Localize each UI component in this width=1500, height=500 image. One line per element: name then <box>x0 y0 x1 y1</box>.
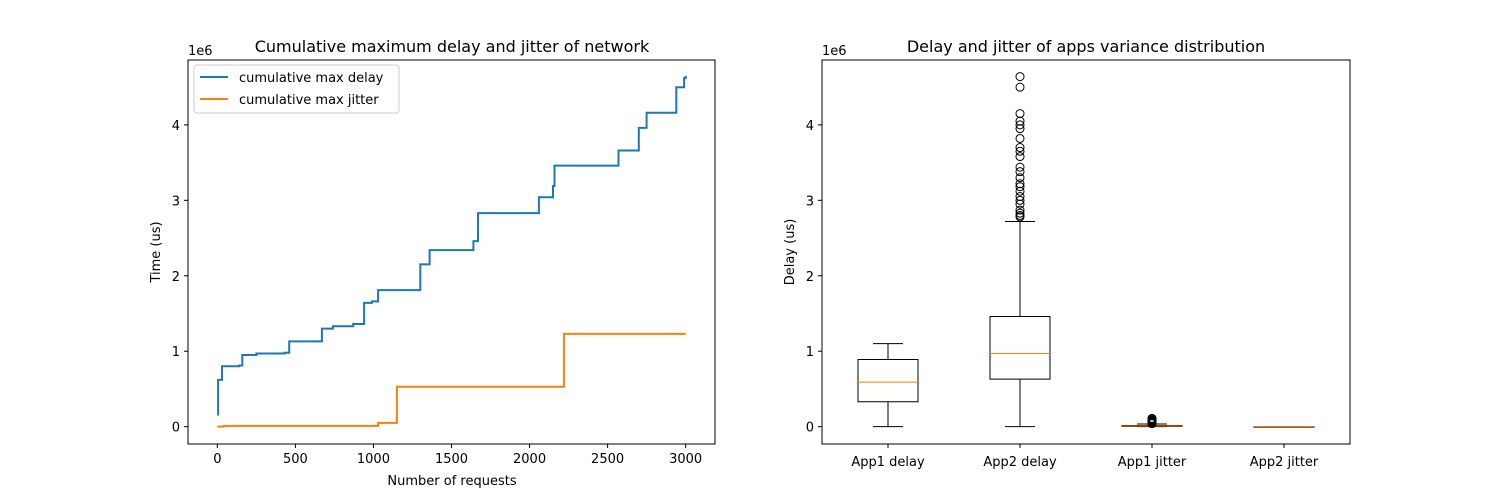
box-outlier-point <box>1015 179 1025 189</box>
cumulative-legend: cumulative max delay cumulative max jitt… <box>193 64 400 114</box>
box-body <box>989 316 1051 380</box>
legend-jitter-label: cumulative max jitter <box>239 93 379 108</box>
y-tick-label: 0 <box>172 421 180 436</box>
box-outlier-point <box>1015 210 1025 220</box>
x-tick-label: 500 <box>283 452 308 467</box>
boxplot-chart: Delay and jitter of apps variance distri… <box>783 37 1351 470</box>
x-tick-label: 0 <box>213 452 221 467</box>
x-tick-label: 2500 <box>591 452 624 467</box>
y-tick-label: 2 <box>172 270 180 285</box>
cumulative-ticks-group: 0 500 1000 1500 2000 2500 3000 0 1 2 3 4 <box>172 119 702 467</box>
boxplot-plot-frame <box>821 59 1351 445</box>
boxplot-boxes-group <box>857 72 1315 429</box>
box-outlier-point <box>1015 152 1025 162</box>
box-outlier-point <box>1015 162 1025 172</box>
legend-delay-label: cumulative max delay <box>239 71 384 86</box>
box-outlier-point <box>1015 182 1025 192</box>
y-tick-label: 4 <box>172 119 180 134</box>
cumulative-chart: Cumulative maximum delay and jitter of n… <box>149 37 716 489</box>
y-tick-label: 0 <box>806 421 814 436</box>
y-tick-label: 3 <box>806 194 814 209</box>
x-tick-label: App1 jitter <box>1118 455 1187 470</box>
legend-frame <box>193 64 400 114</box>
boxplot-chart-y-multiplier: 1e6 <box>822 44 847 59</box>
box-outlier-point <box>1015 205 1025 215</box>
box-outlier-point <box>1015 173 1025 183</box>
x-tick-label: 1000 <box>357 452 390 467</box>
cumulative-series-group <box>217 75 687 428</box>
cumulative-x-axis-label: Number of requests <box>387 474 516 489</box>
x-tick-label: 3000 <box>669 452 702 467</box>
box-outlier-point <box>1015 72 1025 82</box>
y-tick-label: 1 <box>172 345 180 360</box>
box-outlier-point <box>1015 82 1025 92</box>
cumulative-chart-y-multiplier: 1e6 <box>188 44 213 59</box>
box-outlier-point <box>1015 109 1025 119</box>
y-tick-label: 3 <box>172 194 180 209</box>
cumulative-y-axis-label: Time (us) <box>149 221 164 283</box>
x-tick-label: 2000 <box>513 452 546 467</box>
y-tick-label: 4 <box>806 119 814 134</box>
box-body <box>857 359 919 403</box>
x-tick-label: 1500 <box>435 452 468 467</box>
box-outlier-point <box>1015 195 1025 205</box>
series-line-jitter <box>217 332 686 428</box>
x-tick-label: App2 delay <box>983 455 1057 470</box>
cumulative-chart-title: Cumulative maximum delay and jitter of n… <box>255 37 650 56</box>
boxplot-ticks-group: App1 delay App2 delay App1 jitter App2 jitt… <box>806 119 1319 470</box>
cumulative-plot-frame <box>187 59 716 445</box>
box-outlier-point <box>1015 133 1025 143</box>
box-outlier-point <box>1015 192 1025 202</box>
boxplot-chart-title: Delay and jitter of apps variance distri… <box>907 37 1265 56</box>
series-line-delay <box>217 75 687 416</box>
boxplot-y-axis-label: Delay (us) <box>783 219 798 286</box>
y-tick-label: 2 <box>806 270 814 285</box>
box-outlier-point <box>1015 143 1025 153</box>
y-tick-label: 1 <box>806 345 814 360</box>
box-outlier-point <box>1015 120 1025 130</box>
box-outlier-point <box>1015 167 1025 177</box>
box-outlier-point <box>1015 208 1025 218</box>
x-tick-label: App1 delay <box>851 455 925 470</box>
box-outlier-point <box>1015 146 1025 156</box>
x-tick-label: App2 jitter <box>1250 455 1319 470</box>
box-outlier-point <box>1147 413 1157 423</box>
